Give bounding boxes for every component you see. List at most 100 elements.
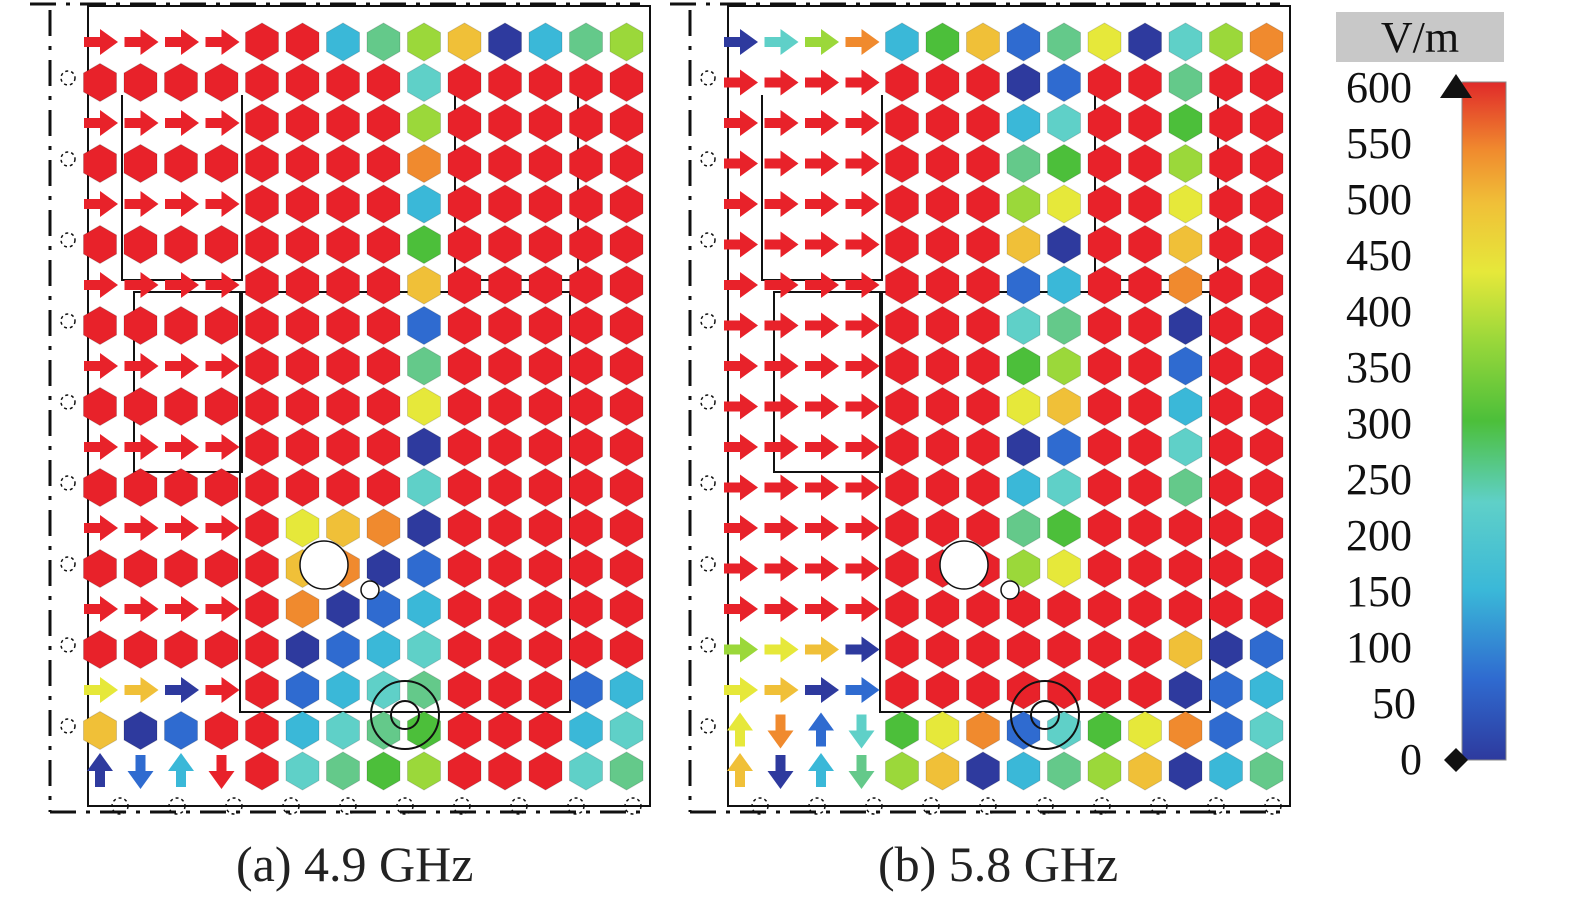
field-arrow-icon: [84, 272, 118, 298]
field-arrow-icon: [848, 755, 875, 789]
field-cell-marker: [285, 629, 320, 670]
field-arrow-icon: [845, 150, 880, 177]
field-cell-marker: [326, 710, 360, 751]
field-cell-marker: [1006, 346, 1041, 386]
field-cell-marker: [569, 710, 603, 751]
field-arrow-icon: [205, 191, 240, 217]
field-cell-marker: [1249, 22, 1284, 62]
field-cell-marker: [528, 467, 563, 508]
field-cell-marker: [326, 62, 360, 103]
field-cell-marker: [925, 305, 960, 346]
field-cell-marker: [885, 265, 919, 305]
field-cell-marker: [1209, 508, 1243, 548]
field-cell-marker: [569, 548, 603, 589]
field-cell-marker: [245, 670, 279, 710]
feed-port-inner-icon: [390, 700, 420, 730]
field-cell-marker: [1168, 467, 1203, 508]
via-icon: [1150, 797, 1168, 815]
field-arrow-icon: [165, 596, 199, 622]
field-cell-marker: [447, 629, 482, 670]
field-cell-marker: [1249, 508, 1284, 548]
field-cell-marker: [609, 427, 644, 467]
field-arrow-icon: [724, 231, 758, 258]
field-cell-marker: [204, 467, 239, 508]
via-icon: [700, 232, 716, 248]
field-cell-marker: [488, 305, 522, 346]
field-cell-marker: [245, 143, 279, 184]
field-cell-marker: [326, 103, 360, 143]
field-cell-marker: [366, 589, 401, 629]
field-cell-marker: [1128, 22, 1162, 62]
field-cell-marker: [407, 62, 441, 103]
field-arrow-icon: [845, 353, 880, 379]
field-cell-marker: [925, 184, 960, 224]
field-cell-marker: [569, 265, 603, 305]
field-cell-marker: [569, 103, 603, 143]
field-cell-marker: [569, 589, 603, 629]
field-arrow-icon: [724, 272, 758, 298]
field-cell-marker: [447, 508, 482, 548]
field-cell-marker: [1128, 427, 1162, 467]
field-cell-marker: [925, 265, 960, 305]
field-cell-marker: [528, 62, 563, 103]
field-cell-marker: [528, 629, 563, 670]
field-cell-marker: [1047, 629, 1081, 670]
field-cell-marker: [407, 22, 441, 62]
field-cell-marker: [1128, 589, 1162, 629]
field-cell-marker: [1006, 103, 1041, 143]
field-cell-marker: [925, 508, 960, 548]
field-arrow-icon: [764, 515, 799, 541]
field-arrow-icon: [764, 677, 799, 703]
field-cell-marker: [1087, 346, 1122, 386]
field-cell-marker: [326, 427, 360, 467]
field-cell-marker: [1249, 548, 1284, 589]
field-cell-marker: [1087, 103, 1122, 143]
shorting-pin-icon: [360, 580, 380, 600]
field-cell-marker: [1249, 184, 1284, 224]
field-cell-marker: [609, 305, 644, 346]
via-icon: [60, 70, 76, 86]
field-cell-marker: [925, 629, 960, 670]
via-icon: [60, 556, 76, 572]
field-cell-marker: [1006, 62, 1041, 103]
field-arrow-icon: [848, 714, 875, 749]
field-cell-marker: [407, 508, 441, 548]
field-cell-marker: [407, 751, 441, 791]
field-cell-marker: [1209, 589, 1243, 629]
field-cell-marker: [447, 143, 482, 184]
colorbar: [1440, 74, 1507, 772]
field-cell-marker: [609, 103, 644, 143]
field-arrow-icon: [727, 753, 753, 787]
field-cell-marker: [83, 548, 117, 589]
field-arrow-icon: [124, 191, 159, 217]
field-cell-marker: [609, 22, 644, 62]
field-cell-marker: [1128, 143, 1162, 184]
field-arrow-icon: [805, 69, 839, 96]
field-cell-marker: [1209, 305, 1243, 346]
field-arrow-icon: [205, 272, 240, 298]
field-arrow-icon: [764, 69, 799, 96]
via-icon: [808, 797, 826, 815]
field-cell-marker: [925, 710, 960, 751]
field-arrow-icon: [165, 29, 199, 55]
field-cell-marker: [1047, 62, 1081, 103]
field-cell-marker: [1006, 427, 1041, 467]
field-cell-marker: [1087, 386, 1122, 427]
field-cell-marker: [245, 710, 279, 751]
field-cell-marker: [488, 751, 522, 791]
field-cell-marker: [245, 305, 279, 346]
field-arrow-icon: [724, 596, 758, 622]
field-cell-marker: [885, 467, 919, 508]
colorbar-tick-label: 450: [1346, 231, 1412, 280]
field-cell-marker: [1006, 548, 1041, 589]
field-cell-marker: [164, 629, 198, 670]
via-icon: [60, 151, 76, 167]
field-cell-marker: [569, 305, 603, 346]
field-arrow-icon: [205, 353, 240, 379]
field-cell-marker: [488, 710, 522, 751]
field-cell-marker: [488, 589, 522, 629]
field-cell-marker: [1209, 346, 1243, 386]
field-cell-marker: [1087, 62, 1122, 103]
field-cell-marker: [966, 224, 1000, 265]
field-cell-marker: [1168, 265, 1203, 305]
